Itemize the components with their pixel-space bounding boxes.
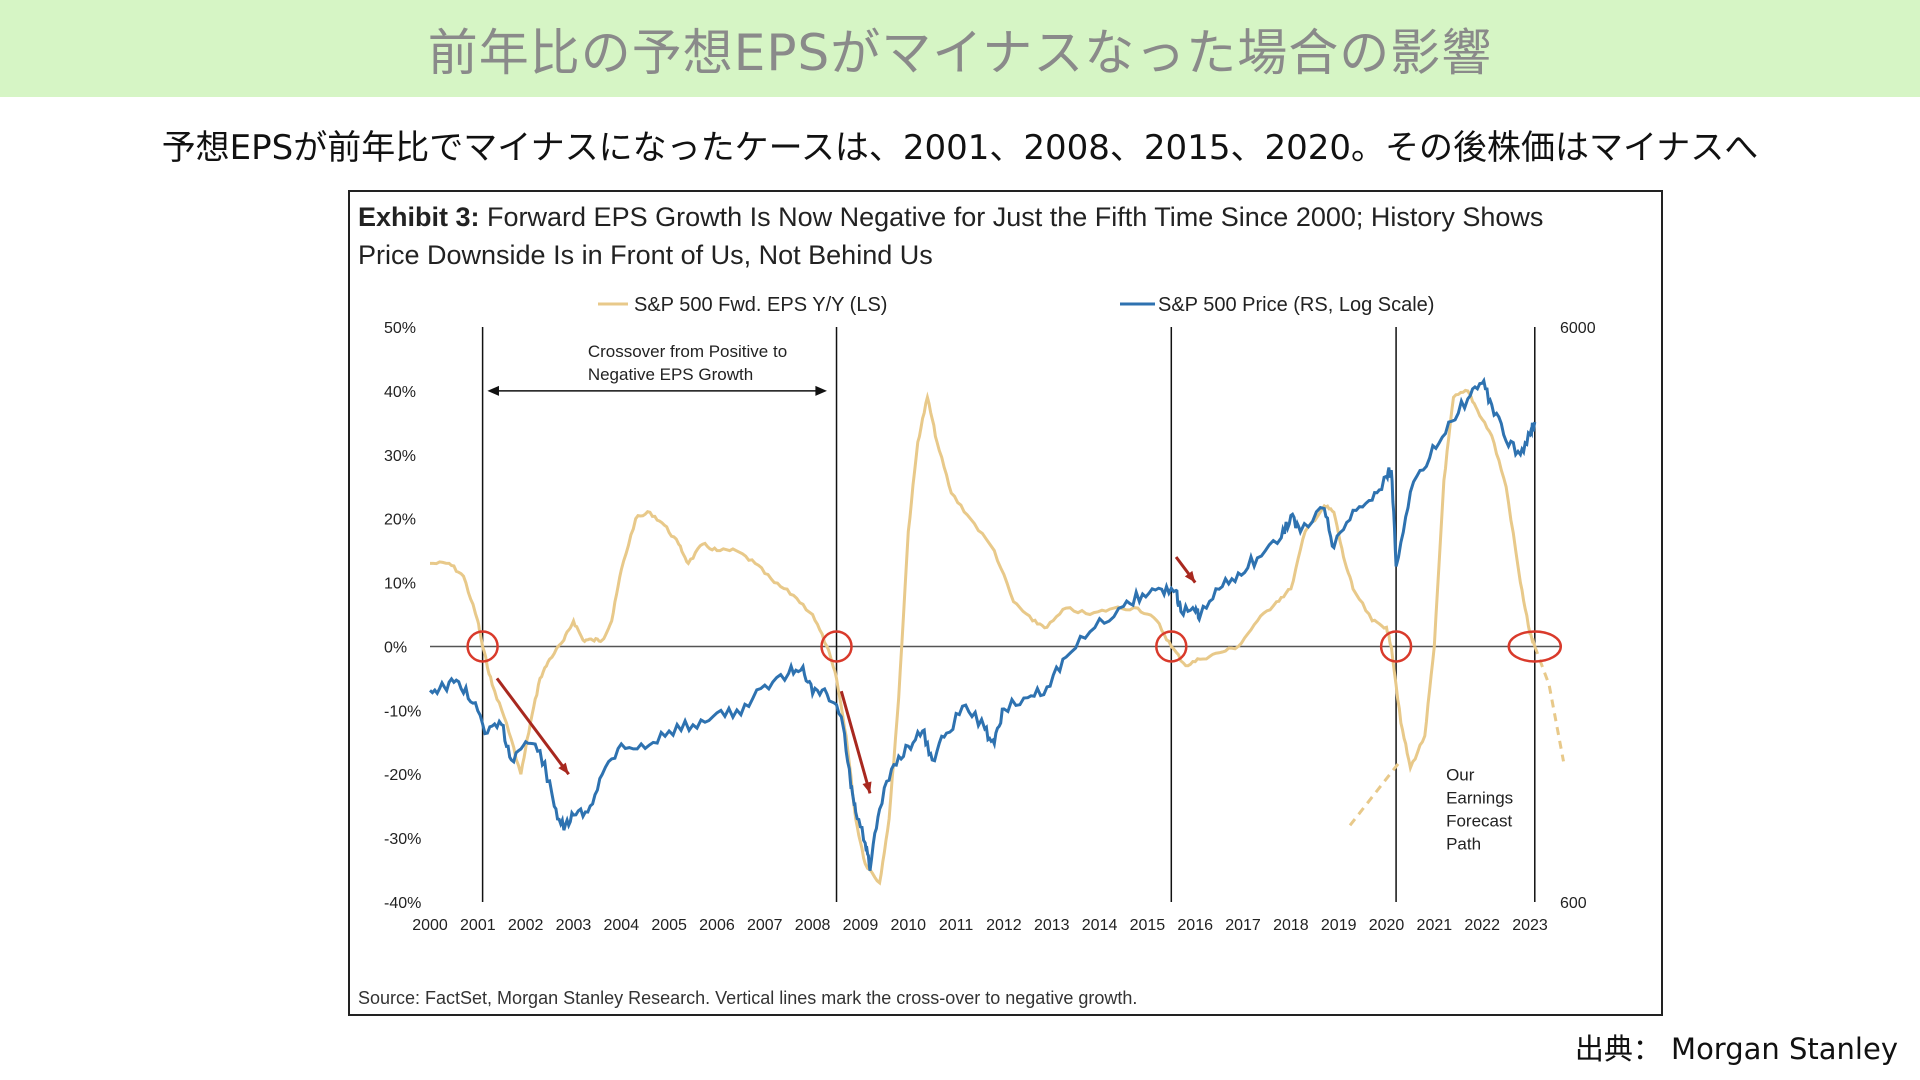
crossover-marker [466, 630, 499, 663]
x-tick-label: 2016 [1177, 917, 1213, 934]
x-tick-label: 2017 [1225, 917, 1261, 934]
x-tick-label: 2009 [843, 917, 879, 934]
x-tick-label: 2020 [1369, 917, 1405, 934]
x-tick-label: 2022 [1464, 917, 1500, 934]
annotations: Crossover from Positive to Negative EPS G… [466, 342, 1563, 854]
x-tick-label: 2004 [604, 917, 640, 934]
x-tick-label: 2006 [699, 917, 735, 934]
crossover-arrow-head-left [487, 385, 499, 396]
legend: S&P 500 Fwd. EPS Y/Y (LS) S&P 500 Price (… [598, 294, 1434, 316]
x-tick-label: 2014 [1082, 917, 1118, 934]
x-tick-label: 2008 [795, 917, 831, 934]
left-tick-label: 30% [384, 448, 416, 465]
crossover-marker [1507, 630, 1563, 663]
left-tick-label: -30% [384, 831, 421, 848]
exhibit-frame: Exhibit 3: Forward EPS Growth Is Now Neg… [348, 190, 1663, 1016]
forecast-path-line [1533, 645, 1565, 762]
series-line-price [428, 376, 1537, 871]
exhibit-title: Exhibit 3: Forward EPS Growth Is Now Neg… [358, 198, 1658, 274]
left-tick-label: 10% [384, 576, 416, 593]
crossover-label-line2: Negative EPS Growth [588, 365, 753, 384]
x-tick-label: 2011 [939, 917, 974, 934]
x-tick-label: 2019 [1321, 917, 1357, 934]
x-tick-label: 2007 [747, 917, 783, 934]
drawdown-arrow-head [1184, 570, 1196, 583]
forecast-label-line: Earnings [1446, 789, 1513, 808]
crossover-label-line1: Crossover from Positive to [588, 342, 787, 361]
plot-area [428, 376, 1565, 886]
forecast-label-line: Forecast [1446, 812, 1512, 831]
exhibit-title-line1: Forward EPS Growth Is Now Negative for J… [487, 202, 1544, 232]
x-tick-label: 2023 [1512, 917, 1548, 934]
forecast-label-line: Path [1446, 835, 1481, 854]
series-line-eps [430, 388, 1537, 886]
drawdown-arrow-head [862, 781, 872, 794]
x-tick-label: 2005 [651, 917, 687, 934]
page-subtitle: 予想EPSが前年比でマイナスになったケースは、2001、2008、2015、20… [161, 128, 1759, 168]
exhibit-label: Exhibit 3: [358, 202, 480, 232]
drawdown-arrow [495, 677, 570, 776]
x-tick-label: 2003 [556, 917, 592, 934]
drawdown-arrow [839, 690, 872, 794]
left-tick-label: 50% [384, 320, 416, 337]
x-tick-label: 2000 [412, 917, 448, 934]
forecast-pointer [1348, 760, 1402, 827]
x-tick-label: 2018 [1273, 917, 1309, 934]
axes: 50% 40% 30% 20% 10% 0% -10% -20% -30% -40% 6000 600… [384, 320, 1596, 934]
right-tick-label: 600 [1560, 895, 1587, 912]
left-tick-label: -20% [384, 767, 421, 784]
right-tick-label: 6000 [1560, 320, 1596, 337]
left-tick-label: 20% [384, 512, 416, 529]
legend-label-price: S&P 500 Price (RS, Log Scale) [1158, 294, 1434, 316]
drawdown-arrow-head [558, 762, 569, 775]
credit-text: 出典： Morgan Stanley [1574, 1032, 1898, 1066]
eps-price-chart: S&P 500 Fwd. EPS Y/Y (LS) S&P 500 Price (… [384, 294, 1596, 934]
left-tick-label: 0% [384, 639, 407, 656]
x-tick-label: 2002 [508, 917, 544, 934]
legend-label-eps: S&P 500 Fwd. EPS Y/Y (LS) [634, 294, 887, 316]
x-tick-label: 2021 [1417, 917, 1453, 934]
crossover-marker [820, 630, 853, 663]
crossover-marker [1379, 630, 1413, 663]
exhibit-title-line2: Price Downside Is in Front of Us, Not Be… [358, 240, 933, 270]
x-tick-label: 2001 [460, 917, 496, 934]
title-banner: 前年比の予想EPSがマイナスなった場合の影響 [0, 0, 1920, 97]
page-title: 前年比の予想EPSがマイナスなった場合の影響 [427, 23, 1493, 82]
forecast-label-line: Our [1446, 766, 1475, 785]
x-tick-label: 2013 [1034, 917, 1070, 934]
left-tick-label: -40% [384, 895, 421, 912]
x-tick-label: 2010 [890, 917, 926, 934]
crossover-marker [1155, 630, 1188, 663]
crossover-arrow-head-right [815, 385, 827, 396]
x-tick-label: 2015 [1130, 917, 1166, 934]
x-tick-label: 2012 [986, 917, 1022, 934]
left-tick-label: 40% [384, 384, 416, 401]
left-tick-label: -10% [384, 703, 421, 720]
source-note: Source: FactSet, Morgan Stanley Research… [358, 988, 1138, 1008]
